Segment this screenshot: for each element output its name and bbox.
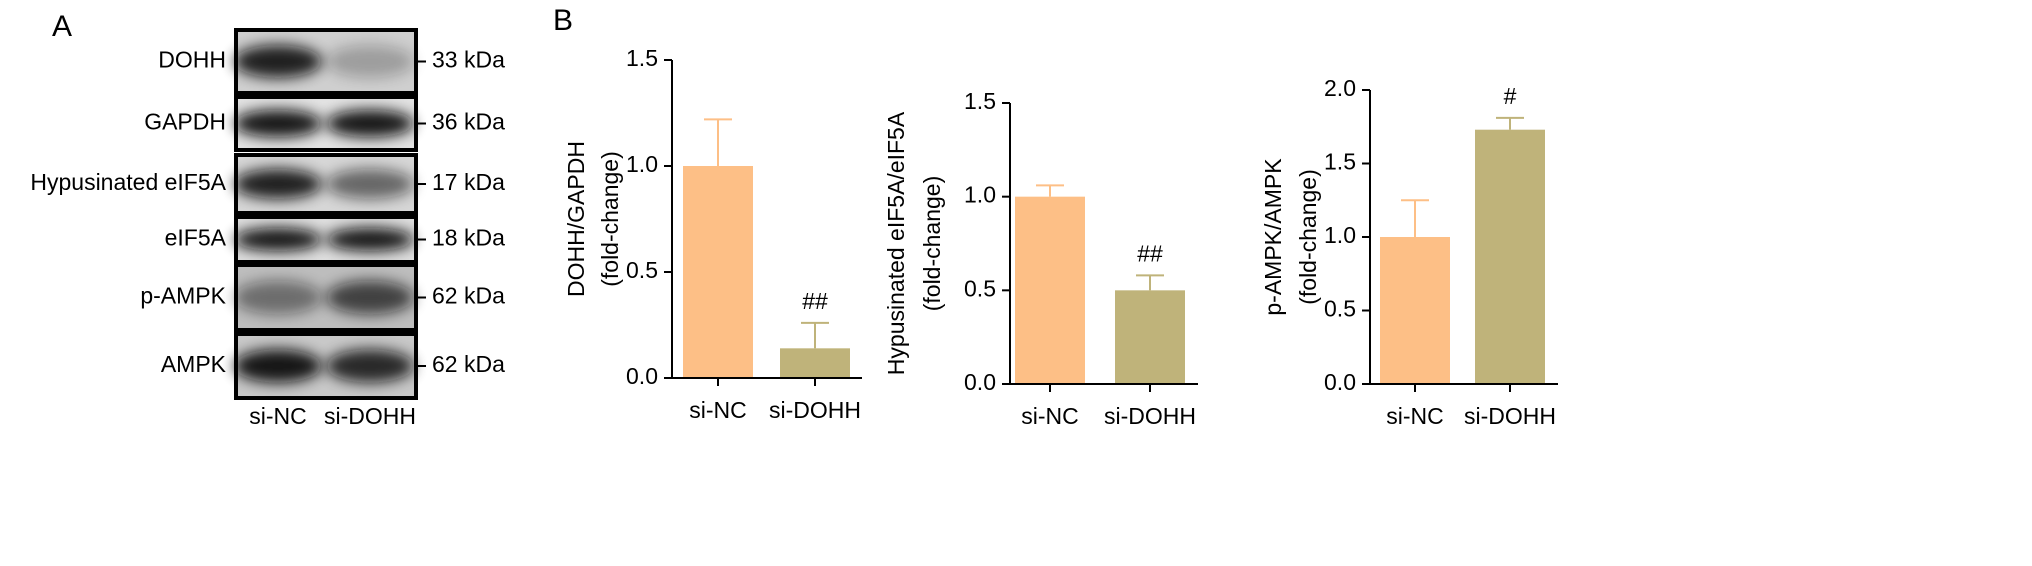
bar <box>1475 129 1545 384</box>
y-tick-label: 0.5 <box>1324 296 1356 322</box>
protein-label: GAPDH <box>144 109 226 135</box>
significance-label: # <box>1504 83 1517 109</box>
blot-band <box>234 168 322 200</box>
y-tick-label: 0.5 <box>626 257 658 283</box>
protein-label: p-AMPK <box>140 283 226 309</box>
x-tick-label: si-NC <box>1021 403 1079 429</box>
y-tick-label: 1.5 <box>626 45 658 71</box>
y-tick-label: 0.0 <box>964 369 996 395</box>
blot-band <box>326 280 414 315</box>
blot-band <box>326 109 414 138</box>
size-label: 62 kDa <box>432 351 505 377</box>
blot-band <box>326 168 414 200</box>
size-label: 17 kDa <box>432 169 505 195</box>
blot-band <box>326 349 414 383</box>
y-tick-label: 0.0 <box>1324 369 1356 395</box>
panel-label: A <box>52 10 72 43</box>
x-tick-label: si-DOHH <box>769 397 861 423</box>
size-label: 18 kDa <box>432 225 505 251</box>
x-tick-label: si-NC <box>1386 403 1444 429</box>
blot-band <box>234 280 322 315</box>
size-label: 33 kDa <box>432 47 505 73</box>
y-axis-label: (fold-change) <box>597 151 623 287</box>
bar <box>1115 290 1185 384</box>
size-label: 62 kDa <box>432 283 505 309</box>
y-tick-label: 1.5 <box>964 88 996 114</box>
y-tick-label: 1.5 <box>1324 149 1356 175</box>
y-tick-label: 0.5 <box>964 275 996 301</box>
bar <box>683 166 753 378</box>
panel-label: B <box>553 4 573 37</box>
bar <box>1015 196 1085 384</box>
y-axis-label: p-AMPK/AMPK <box>1260 158 1286 316</box>
y-axis-label: (fold-change) <box>1295 169 1321 305</box>
protein-label: DOHH <box>158 47 226 73</box>
y-tick-label: 1.0 <box>626 151 658 177</box>
bar <box>1380 237 1450 384</box>
protein-label: Hypusinated eIF5A <box>30 169 226 195</box>
y-axis-label: Hypusinated eIF5A/eIF5A <box>883 111 909 375</box>
blot-band <box>234 349 322 383</box>
size-label: 36 kDa <box>432 109 505 135</box>
y-tick-label: 0.0 <box>626 363 658 389</box>
x-tick-label: si-DOHH <box>1104 403 1196 429</box>
protein-label: AMPK <box>161 351 227 377</box>
blot-band <box>326 45 414 78</box>
y-tick-label: 2.0 <box>1324 75 1356 101</box>
x-tick-label: si-NC <box>689 397 747 423</box>
significance-label: ## <box>802 288 828 314</box>
x-tick-label: si-DOHH <box>1464 403 1556 429</box>
y-tick-label: 1.0 <box>1324 222 1356 248</box>
blot-band <box>234 45 322 78</box>
protein-label: eIF5A <box>165 225 227 251</box>
y-axis-label: DOHH/GAPDH <box>563 141 589 297</box>
lane-label: si-NC <box>249 403 307 429</box>
y-axis-label: (fold-change) <box>919 176 945 312</box>
blot-band <box>234 109 322 138</box>
lane-label: si-DOHH <box>324 403 416 429</box>
blot-band <box>326 227 414 252</box>
blot-band <box>234 227 322 252</box>
y-tick-label: 1.0 <box>964 182 996 208</box>
significance-label: ## <box>1137 240 1163 266</box>
bar <box>780 348 850 378</box>
